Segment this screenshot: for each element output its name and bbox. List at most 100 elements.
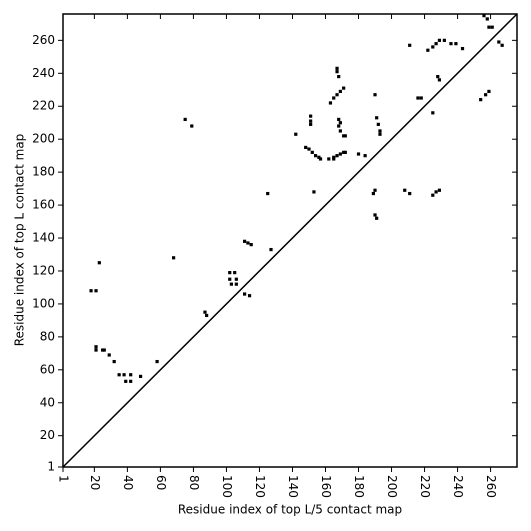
y-tick-label: 120 bbox=[32, 263, 55, 277]
contact-point bbox=[485, 17, 489, 21]
contact-point bbox=[337, 124, 341, 128]
contact-point bbox=[460, 46, 465, 51]
x-axis-label: Residue index of top L/5 contact map bbox=[178, 503, 402, 517]
contact-point bbox=[101, 348, 105, 352]
contact-point bbox=[203, 310, 207, 314]
contact-point bbox=[229, 282, 233, 286]
contact-point bbox=[375, 116, 379, 120]
contact-point bbox=[332, 157, 336, 161]
contact-point bbox=[247, 294, 252, 298]
diagonal-line bbox=[62, 13, 518, 468]
contact-point bbox=[338, 129, 342, 133]
contact-point bbox=[373, 213, 377, 217]
y-tick-label: 160 bbox=[32, 198, 55, 212]
contact-point bbox=[431, 111, 435, 115]
contact-point bbox=[338, 121, 342, 125]
contact-point bbox=[431, 45, 435, 49]
contact-point bbox=[309, 122, 313, 126]
contact-point bbox=[500, 43, 504, 47]
x-tick-label: 120 bbox=[253, 475, 267, 498]
contact-point bbox=[112, 359, 116, 364]
contact-point bbox=[408, 43, 412, 47]
contact-point bbox=[228, 277, 232, 281]
x-tick-label: 20 bbox=[88, 475, 102, 490]
contact-point bbox=[437, 38, 442, 42]
contact-point bbox=[332, 96, 336, 100]
x-tick-label: 160 bbox=[319, 475, 333, 498]
x-tick-label: 40 bbox=[121, 475, 135, 490]
y-tick-label: 60 bbox=[40, 362, 55, 376]
contact-point bbox=[487, 89, 491, 94]
y-axis-label: Residue index of top L contact map bbox=[13, 134, 27, 347]
contact-point bbox=[97, 261, 101, 265]
y-tick-label: 100 bbox=[32, 296, 55, 310]
contact-point bbox=[117, 373, 121, 377]
contact-point bbox=[378, 129, 382, 133]
contact-point bbox=[310, 150, 314, 154]
contact-point bbox=[122, 373, 126, 377]
contact-point bbox=[234, 277, 238, 281]
contact-point bbox=[378, 132, 382, 136]
contact-point bbox=[332, 155, 336, 159]
contact-point bbox=[363, 154, 367, 158]
contact-point bbox=[124, 379, 128, 383]
contact-point bbox=[497, 40, 501, 44]
x-tick-label: 1 bbox=[57, 475, 71, 483]
y-tick-label: 40 bbox=[40, 395, 55, 409]
contact-point bbox=[436, 74, 440, 79]
y-tick-label: 180 bbox=[32, 165, 55, 179]
contact-point bbox=[338, 152, 342, 156]
contact-point bbox=[335, 154, 339, 158]
contact-point bbox=[376, 122, 380, 126]
contact-point bbox=[434, 42, 438, 46]
contact-point bbox=[129, 379, 133, 383]
contact-point bbox=[337, 117, 341, 122]
contact-point bbox=[294, 132, 298, 136]
contact-point bbox=[416, 96, 420, 100]
y-tick-label: 140 bbox=[32, 231, 55, 245]
contact-point bbox=[342, 150, 346, 154]
contact-point bbox=[442, 38, 446, 42]
y-tick-label: 200 bbox=[32, 132, 55, 146]
contact-point bbox=[307, 147, 311, 151]
contact-point bbox=[266, 191, 270, 196]
y-tick-label: 260 bbox=[32, 33, 55, 47]
contact-point bbox=[172, 256, 176, 260]
contact-point bbox=[375, 216, 379, 220]
contact-point bbox=[155, 359, 159, 364]
contact-point bbox=[431, 193, 435, 197]
contact-point bbox=[228, 271, 232, 275]
contact-point bbox=[343, 150, 347, 154]
contact-point bbox=[183, 117, 187, 122]
contact-point bbox=[419, 96, 423, 100]
y-tick-label: 80 bbox=[40, 329, 55, 343]
x-tick-label: 200 bbox=[385, 475, 399, 498]
contact-point bbox=[190, 124, 194, 128]
contact-point bbox=[337, 74, 341, 79]
y-tick-label: 1 bbox=[47, 460, 55, 474]
contact-point bbox=[304, 145, 308, 150]
contact-point bbox=[328, 101, 333, 105]
contact-point bbox=[246, 241, 250, 245]
contact-point bbox=[373, 188, 377, 192]
contact-point bbox=[249, 243, 253, 247]
contact-point bbox=[490, 25, 494, 29]
contact-point bbox=[107, 353, 111, 357]
x-tick-label: 100 bbox=[220, 475, 234, 498]
contact-point bbox=[205, 313, 209, 318]
contact-point bbox=[269, 247, 273, 252]
contact-point bbox=[317, 155, 321, 159]
contact-point bbox=[327, 157, 331, 161]
contact-point bbox=[479, 98, 483, 102]
y-tick-label: 220 bbox=[32, 99, 55, 113]
contact-point bbox=[243, 292, 247, 296]
contact-point bbox=[426, 48, 430, 52]
contact-point bbox=[129, 373, 133, 377]
x-tick-label: 80 bbox=[187, 475, 201, 490]
contact-point bbox=[484, 93, 488, 97]
contact-point bbox=[371, 191, 375, 196]
contact-point bbox=[309, 114, 313, 118]
x-tick-label: 140 bbox=[286, 475, 300, 498]
